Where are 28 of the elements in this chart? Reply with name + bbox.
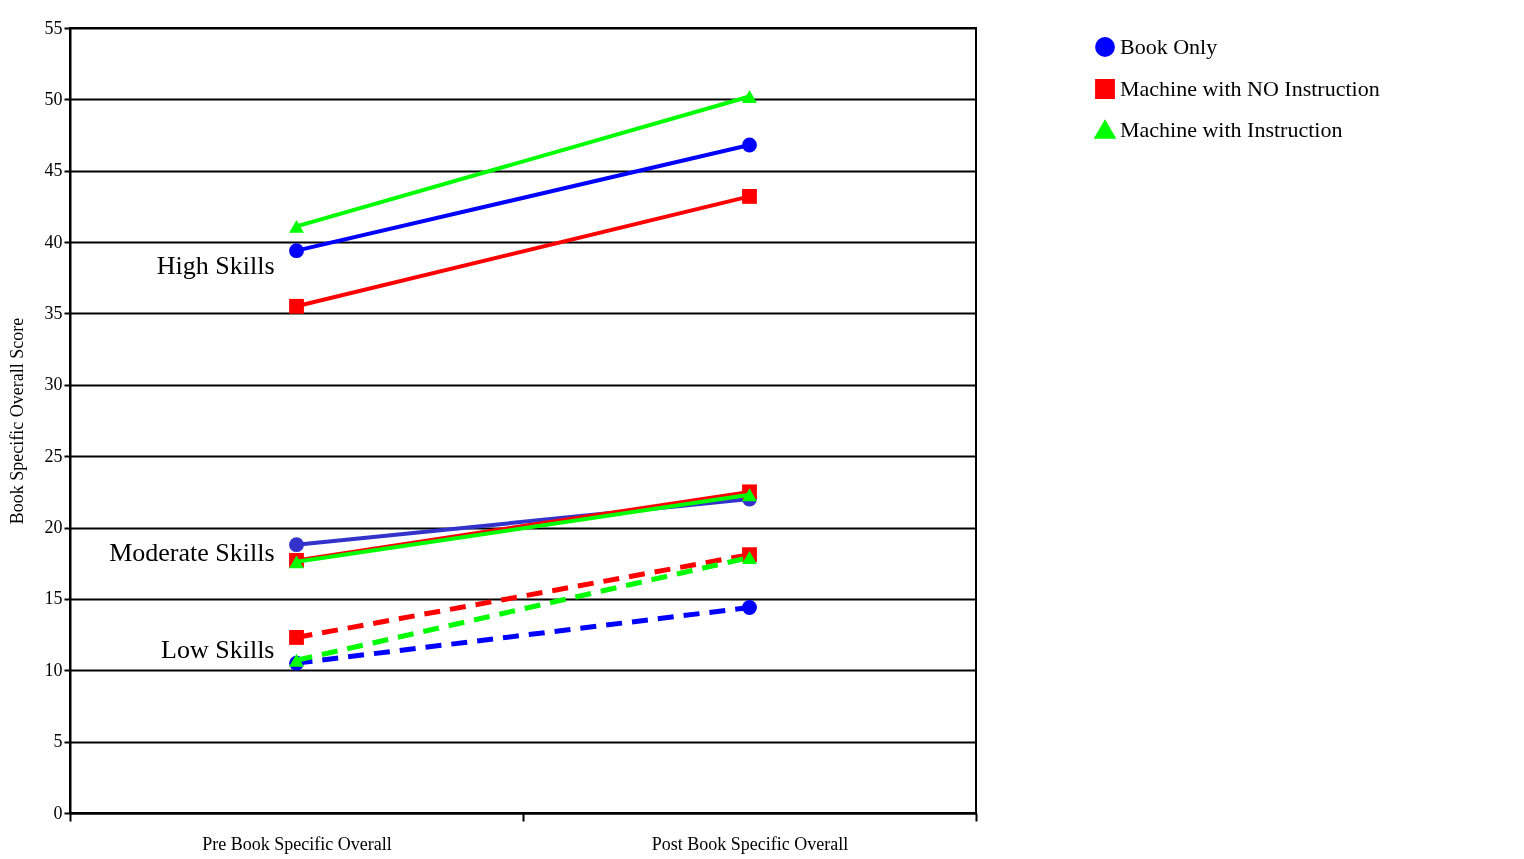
y-tick-label: 25	[44, 445, 63, 466]
y-tick-label: 5	[53, 731, 63, 752]
annotation: Low Skills	[161, 635, 275, 665]
y-tick-label: 0	[53, 802, 63, 823]
annotation: Moderate Skills	[109, 538, 275, 568]
legend-label: Machine with Instruction	[1120, 117, 1343, 142]
point	[742, 600, 757, 615]
point	[289, 537, 304, 553]
y-tick-label: 35	[44, 302, 63, 323]
legend-label: Machine with NO Instruction	[1120, 76, 1380, 101]
point	[289, 243, 304, 259]
point	[289, 298, 304, 314]
y-axis-title: Book Specific Overall Score	[6, 317, 27, 525]
point	[742, 189, 757, 204]
x-tick-label: Pre Book Specific Overall	[202, 833, 392, 854]
point	[742, 137, 757, 153]
y-tick-label: 45	[44, 160, 63, 181]
y-tick-label: 20	[44, 517, 63, 538]
legend-label: Book Only	[1120, 34, 1218, 59]
y-tick-label: 40	[44, 231, 63, 252]
y-tick-label: 15	[44, 588, 63, 609]
x-tick-label: Post Book Specific Overall	[651, 833, 849, 854]
y-tick-label: 55	[44, 17, 63, 38]
y-tick-label: 50	[44, 88, 63, 109]
annotation: High Skills	[156, 251, 275, 281]
y-tick-label: 10	[44, 659, 63, 680]
point	[289, 630, 304, 645]
y-tick-label: 30	[44, 374, 63, 395]
